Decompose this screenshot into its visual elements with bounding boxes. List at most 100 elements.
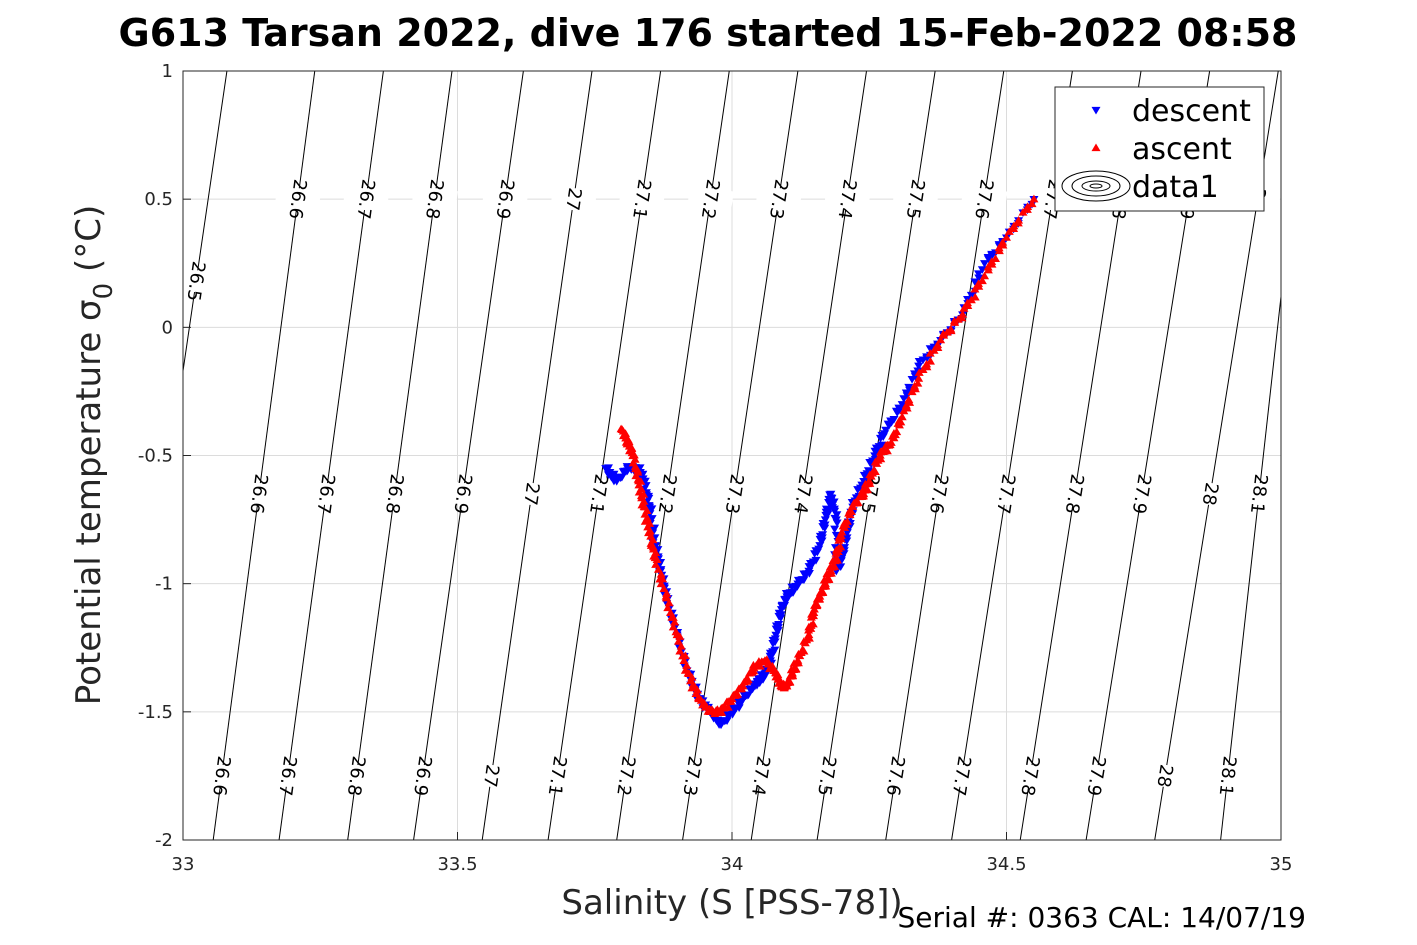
descent-point xyxy=(765,652,775,661)
contour-label-bg xyxy=(823,185,871,214)
ascent-point xyxy=(735,684,745,693)
contour-label-28.1: 28.1 xyxy=(1215,755,1240,797)
contour-label-27.1: 27.1 xyxy=(585,473,612,516)
contour-label-28.1: 28.1 xyxy=(1246,473,1271,515)
descent-point xyxy=(768,639,778,648)
y-tick-label: 0.5 xyxy=(144,189,173,210)
contour-label-27: 27 xyxy=(479,763,503,789)
ascent-point xyxy=(666,608,676,617)
ascent-point xyxy=(682,661,692,669)
descent-point xyxy=(892,409,902,417)
x-axis-label: Salinity (S [PSS-78]) xyxy=(561,883,902,923)
contour-label-bg xyxy=(333,762,380,790)
legend-contour-icon xyxy=(1061,170,1131,202)
x-tick-label: 34 xyxy=(721,854,744,875)
contour-label-bg xyxy=(302,480,350,508)
contour-label-27.2: 27.2 xyxy=(654,473,681,516)
contour-label-27.4: 27.4 xyxy=(747,754,774,797)
ascent-point xyxy=(678,651,688,660)
contour-label-bg xyxy=(1186,479,1234,509)
descent-point xyxy=(839,550,849,558)
contour-label-27.4: 27.4 xyxy=(833,178,860,221)
contour-label-bg xyxy=(411,185,458,214)
descent-point xyxy=(723,711,733,720)
contour-label-bg xyxy=(264,762,312,790)
contour-label-27.5: 27.5 xyxy=(902,178,929,221)
ascent-point xyxy=(676,641,686,650)
x-tick-label: 33.5 xyxy=(437,854,477,875)
contour-label-27.1: 27.1 xyxy=(628,178,655,221)
descent-point xyxy=(853,486,863,494)
contour-label-bg xyxy=(803,761,851,791)
ascent-point xyxy=(959,304,969,312)
isopycnal-26.5 xyxy=(182,70,228,371)
contour-label-bg xyxy=(938,761,986,791)
ascent-point xyxy=(653,565,663,573)
contour-label-bg xyxy=(575,479,623,509)
ascent-point xyxy=(675,646,685,655)
ascent-point xyxy=(970,284,980,293)
contour-label-bg xyxy=(1235,480,1283,508)
descent-point xyxy=(974,270,984,279)
ascent-point xyxy=(809,604,819,613)
contour-label-27.9: 27.9 xyxy=(1082,754,1109,797)
ascent-point xyxy=(894,420,904,429)
contour-label-bg xyxy=(274,185,322,213)
contour-label-bg xyxy=(198,762,245,790)
ascent-point xyxy=(617,425,627,434)
ascent-point xyxy=(668,622,678,631)
contour-label-bg xyxy=(1141,761,1189,791)
contour-label-27.9: 27.9 xyxy=(1128,472,1155,515)
contour-label-bg xyxy=(342,185,390,214)
contour-label-bg xyxy=(711,479,758,509)
contour-label-bg xyxy=(618,185,666,214)
legend-contour-icon xyxy=(1071,175,1121,197)
descent-point xyxy=(884,422,894,430)
descent-point xyxy=(830,525,840,534)
y-tick-label: -2 xyxy=(155,830,173,851)
contour-label-26.9: 26.9 xyxy=(449,473,475,516)
contour-label-26.7: 26.7 xyxy=(312,473,338,516)
data-points xyxy=(601,194,1039,730)
y-axis-ticks: 1 0.5 0 -0.5 -1 -1.5 -2 xyxy=(138,61,191,851)
contour-label-bg xyxy=(982,479,1030,509)
ascent-point xyxy=(1013,218,1023,227)
ascent-point xyxy=(1004,227,1014,235)
ascent-point xyxy=(936,335,946,344)
contour-label-27.3: 27.3 xyxy=(678,754,705,797)
ascent-point xyxy=(804,625,814,634)
contour-label-bg xyxy=(643,479,691,509)
chart-title: G613 Tarsan 2022, dive 176 started 15-Fe… xyxy=(119,11,1298,55)
descent-point xyxy=(842,537,852,546)
y-tick-label: 1 xyxy=(162,61,173,82)
ascent-point xyxy=(656,569,666,578)
legend-entry-descent: descent xyxy=(1132,94,1251,129)
descent-point xyxy=(870,447,880,456)
descent-point xyxy=(756,671,766,679)
ascent-point xyxy=(914,368,924,376)
contour-label-27.4: 27.4 xyxy=(789,473,816,516)
ascent-point xyxy=(925,348,935,357)
contour-label-26.8: 26.8 xyxy=(381,473,407,516)
ascent-point xyxy=(815,588,825,597)
ascent-point xyxy=(1027,199,1037,208)
contour-label-bg xyxy=(1006,761,1054,791)
ascent-point xyxy=(983,265,993,274)
ascent-point xyxy=(659,584,669,592)
y-tick-label: -0.5 xyxy=(138,446,173,467)
contour-label-27.2: 27.2 xyxy=(697,178,724,221)
ascent-point xyxy=(662,589,672,597)
y-tick-label: -1 xyxy=(155,574,173,595)
descent-point xyxy=(974,274,984,283)
ascent-point xyxy=(854,492,864,501)
contour-label-bg xyxy=(960,184,1008,214)
ascent-point xyxy=(958,310,968,318)
contour-label-bg xyxy=(602,761,650,790)
descent-point xyxy=(821,511,831,520)
ascent-point xyxy=(1018,207,1028,216)
descent-point xyxy=(773,627,783,635)
contour-label-26.6: 26.6 xyxy=(208,755,234,797)
y-axis-label-main: Potential temperature σ xyxy=(69,299,109,705)
contour-label-bg xyxy=(550,185,598,214)
